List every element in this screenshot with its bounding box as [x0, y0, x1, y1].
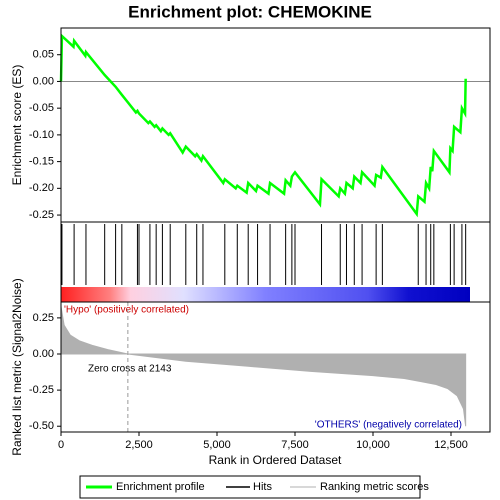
y-tick-label: -0.05	[29, 102, 54, 114]
x-tick-label: 0	[58, 439, 64, 451]
neg-label: 'OTHERS' (negatively correlated)	[315, 420, 462, 431]
y-tick-label: 0.00	[33, 348, 54, 360]
y-tick-label: -0.10	[29, 129, 54, 141]
zero-cross-label: Zero cross at 2143	[88, 364, 172, 375]
legend-label: Ranking metric scores	[320, 481, 429, 493]
y-tick-label: -0.15	[29, 156, 54, 168]
y-tick-label: -0.20	[29, 182, 54, 194]
y-tick-label: 0.25	[33, 312, 54, 324]
y-tick-label: -0.50	[29, 420, 54, 432]
y-tick-label: 0.05	[33, 49, 54, 61]
x-tick-label: 10,000	[356, 439, 390, 451]
y-axis-label: Ranked list metric (Signal2Noise)	[10, 278, 24, 455]
y-axis-label: Enrichment score (ES)	[10, 65, 24, 186]
x-tick-label: 2,500	[125, 439, 153, 451]
x-tick-label: 5,000	[203, 439, 231, 451]
rank-color-band	[61, 287, 470, 302]
x-tick-label: 7,500	[281, 439, 309, 451]
x-tick-label: 12,500	[434, 439, 468, 451]
enrichment-line	[59, 33, 467, 218]
pos-label: 'Hypo' (positively correlated)	[64, 305, 189, 316]
legend-label: Enrichment profile	[116, 481, 205, 493]
y-tick-label: -0.25	[29, 384, 54, 396]
hits-frame	[60, 221, 491, 303]
legend-label: Hits	[253, 481, 272, 493]
x-axis-label: Rank in Ordered Dataset	[209, 453, 342, 467]
y-tick-label: 0.00	[33, 75, 54, 87]
y-tick-label: -0.25	[29, 209, 54, 221]
metric-area	[60, 306, 467, 427]
chart-title: Enrichment plot: CHEMOKINE	[128, 2, 372, 21]
